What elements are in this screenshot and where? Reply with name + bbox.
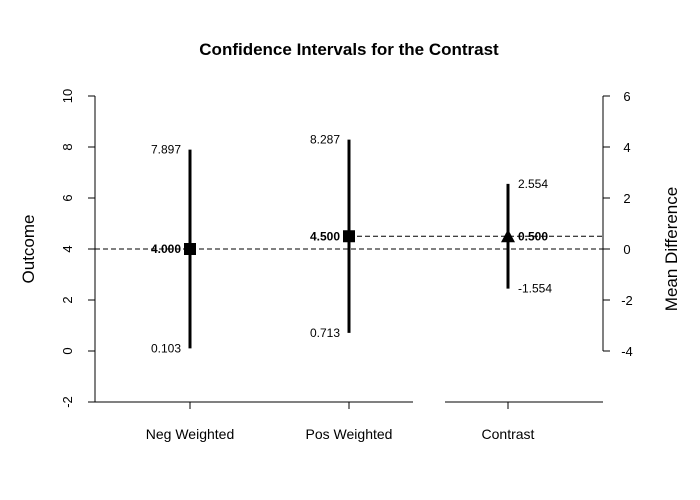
category-label: Contrast [482,426,535,442]
lower-ci-label: 0.103 [151,341,181,355]
right-tick-label: 6 [623,89,630,104]
contrast-lower-label: -1.554 [518,282,552,296]
contrast-mean-label: 0.500 [518,229,548,243]
mean-marker-square [343,230,355,243]
left-tick-label: 8 [60,143,75,150]
upper-ci-label: 7.897 [151,143,181,157]
chart-marks [184,139,515,349]
left-tick-label: 6 [60,194,75,201]
left-tick-label: 0 [60,347,75,354]
left-tick-label: 10 [60,89,75,103]
right-tick-label: 2 [623,191,630,206]
upper-ci-label: 8.287 [310,133,340,147]
category-label: Pos Weighted [306,426,393,442]
chart-title: Confidence Intervals for the Contrast [199,40,499,59]
axes: -2 0 2 4 6 8 10 -4 -2 0 2 4 6 Neg Weighted Pos Weighte… [60,89,633,442]
category-label: Neg Weighted [146,426,234,442]
left-tick-label: -2 [60,396,75,408]
value-labels: 7.897 4.000 0.103 8.287 4.500 0.713 2.554 0.500… [151,133,552,356]
right-tick-label: -4 [621,344,633,359]
lower-ci-label: 0.713 [310,326,340,340]
right-tick-label: 4 [623,140,630,155]
contrast-mean-marker-triangle [501,229,515,243]
left-tick-label: 2 [60,296,75,303]
mean-value-label: 4.500 [310,229,340,243]
reference-lines [95,235,603,250]
mean-value-label: 4.000 [151,242,181,256]
mean-marker-square [184,243,196,255]
left-tick-label: 4 [60,245,75,252]
left-axis-title: Outcome [19,215,38,284]
contrast-upper-label: 2.554 [518,177,548,191]
right-axis-title: Mean Difference [662,187,681,311]
right-tick-label: 0 [623,242,630,257]
right-tick-label: -2 [621,293,633,308]
